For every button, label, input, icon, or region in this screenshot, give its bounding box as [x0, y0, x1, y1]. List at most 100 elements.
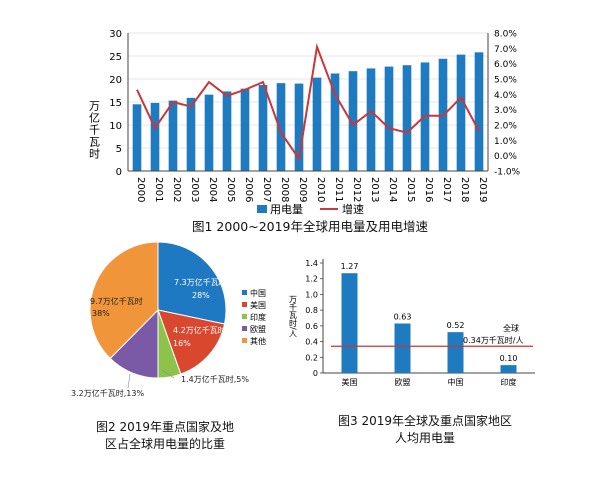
figure3-caption-line2: 人均用电量: [394, 431, 455, 445]
value-label-欧盟: 0.63: [394, 313, 412, 322]
x-tick-2011: 2011: [333, 177, 344, 202]
eu-leader-line: [127, 373, 131, 389]
category-label-中国: 中国: [448, 377, 464, 387]
figure1-caption: 图1 2000~2019年全球用电量及用电增速: [191, 219, 429, 234]
bar-欧盟: [394, 323, 411, 373]
label-us-value: 4.2万亿千瓦时: [173, 325, 226, 335]
figure3-chart: 00.20.40.60.81.01.21.4 1.270.630.520.10 …: [289, 259, 535, 387]
bar-印度: [500, 365, 517, 373]
figure3-category-labels: 美国 欧盟 中国 印度: [342, 377, 517, 387]
value-label-美国: 1.27: [341, 262, 359, 271]
value-label-印度: 0.10: [500, 354, 518, 363]
right-tick-label: 2.0%: [494, 122, 517, 132]
figure3-caption: 图3 2019年全球及重点国家地区 人均用电量: [305, 413, 545, 447]
pie-slice-其他: [89, 241, 159, 360]
legend-label-印度: 印度: [250, 312, 266, 322]
bar-2014: [384, 66, 394, 171]
right-tick-label: 4.0%: [494, 91, 517, 101]
bar-2002: [168, 100, 178, 171]
category-label-美国: 美国: [342, 377, 358, 387]
pie-labels: 7.3万亿千瓦时 28% 4.2万亿千瓦时 16% 9.7万亿千瓦时 38% 3…: [71, 277, 249, 398]
figure1-growth-line: [136, 42, 480, 162]
bar-2008: [276, 83, 286, 171]
label-eu-value: 3.2万亿千瓦时,13%: [71, 388, 144, 398]
category-label-欧盟: 欧盟: [395, 377, 411, 387]
figure1-axes: [127, 33, 489, 172]
bar-2009: [294, 83, 304, 171]
label-china-pct: 28%: [192, 291, 210, 300]
bar-2005: [222, 91, 232, 171]
bar-2018: [456, 54, 466, 172]
y-tick-label: 0.8: [305, 306, 318, 315]
x-tick-2007: 2007: [261, 177, 272, 202]
y-tick-label: 1.4: [305, 259, 318, 268]
india-leader-line: [161, 369, 175, 379]
legend-line-label: 增速: [342, 202, 364, 216]
right-tick-label: -1.0%: [494, 168, 521, 178]
pie-slice-中国: [157, 241, 227, 325]
left-tick-label: 15: [109, 98, 122, 109]
left-tick-label: 10: [109, 121, 122, 132]
x-tick-2009: 2009: [297, 177, 308, 202]
figure2-pie-chart: 7.3万亿千瓦时 28% 4.2万亿千瓦时 16% 9.7万亿千瓦时 38% 3…: [71, 241, 266, 398]
x-tick-2019: 2019: [477, 177, 488, 202]
bar-2015: [402, 65, 412, 171]
bar-2004: [204, 94, 214, 171]
bar-中国: [447, 332, 464, 373]
y-tick-label: 1.0: [305, 290, 318, 299]
x-tick-2003: 2003: [189, 177, 200, 202]
x-tick-2004: 2004: [207, 177, 218, 202]
left-tick-label: 30: [109, 29, 122, 40]
bar-2019: [474, 52, 484, 171]
global-label-line2: 0.34万千瓦时/人: [463, 335, 524, 345]
x-tick-2013: 2013: [369, 177, 380, 202]
figure1-chart: 0 5 10 15 20 25 30 -1.0% 0.0% 1.0% 2.0% 3.0% 4.0% 5.…: [88, 29, 521, 216]
label-other-pct: 38%: [92, 309, 110, 318]
right-tick-label: 6.0%: [494, 60, 517, 70]
legend-swatch-其他: [242, 338, 247, 343]
right-tick-label: 7.0%: [494, 45, 517, 55]
bar-2011: [330, 73, 340, 171]
y-tick-label: 0.2: [305, 353, 318, 362]
bar-美国: [341, 273, 358, 373]
x-tick-2001: 2001: [153, 177, 164, 202]
legend-label-欧盟: 欧盟: [250, 324, 266, 334]
x-tick-2008: 2008: [279, 177, 290, 202]
figure3-ylabel: 万千瓦时/人: [289, 295, 298, 338]
left-tick-label: 20: [109, 75, 122, 86]
pie-slice-美国: [157, 309, 226, 375]
x-tick-2006: 2006: [243, 177, 254, 202]
value-label-中国: 0.52: [447, 321, 465, 330]
x-tick-2010: 2010: [315, 177, 326, 202]
legend-swatch-中国: [242, 290, 247, 295]
figure1-legend: 用电量 增速: [257, 202, 364, 216]
x-tick-2018: 2018: [459, 177, 470, 202]
legend-swatch-欧盟: [242, 326, 247, 331]
bar-2000: [132, 104, 142, 171]
figure3-value-labels: 1.27 0.63 0.52 0.10: [341, 262, 518, 363]
pie-slices: [89, 241, 227, 379]
right-tick-label: 5.0%: [494, 76, 517, 86]
global-label-line1: 全球: [503, 323, 519, 333]
y-tick-label: 0.4: [305, 338, 318, 347]
category-label-印度: 印度: [501, 377, 517, 387]
bar-2010: [312, 77, 322, 171]
right-tick-label: 3.0%: [494, 106, 517, 116]
legend-label-其他: 其他: [250, 336, 266, 346]
x-tick-2005: 2005: [225, 177, 236, 202]
figure1-x-ticks: 2000 2001 2002 2003 2004 2005 2006 2007 2008 2009…: [135, 177, 488, 202]
figure1-right-ticks: -1.0% 0.0% 1.0% 2.0% 3.0% 4.0% 5.0% 6.0% 7.0% 8.0…: [494, 30, 521, 178]
y-tick-label: 1.2: [305, 275, 318, 284]
figure3-y-ticks: 0 0.2 0.4 0.6 0.8 1.0 1.2 1.4: [305, 259, 323, 378]
x-tick-2000: 2000: [135, 177, 146, 202]
figure2-caption: 图2 2019年重点国家及地 区占全球用电量的比重: [65, 419, 265, 453]
x-tick-2015: 2015: [405, 177, 416, 202]
figure3-axes: [322, 259, 535, 374]
bar-2012: [348, 71, 358, 171]
figure2-caption-line2: 区占全球用电量的比重: [104, 437, 225, 451]
bar-2007: [258, 84, 268, 171]
y-tick-label: 0.6: [305, 322, 318, 331]
label-us-pct: 16%: [173, 339, 191, 348]
label-other-value: 9.7万亿千瓦时: [90, 296, 143, 306]
